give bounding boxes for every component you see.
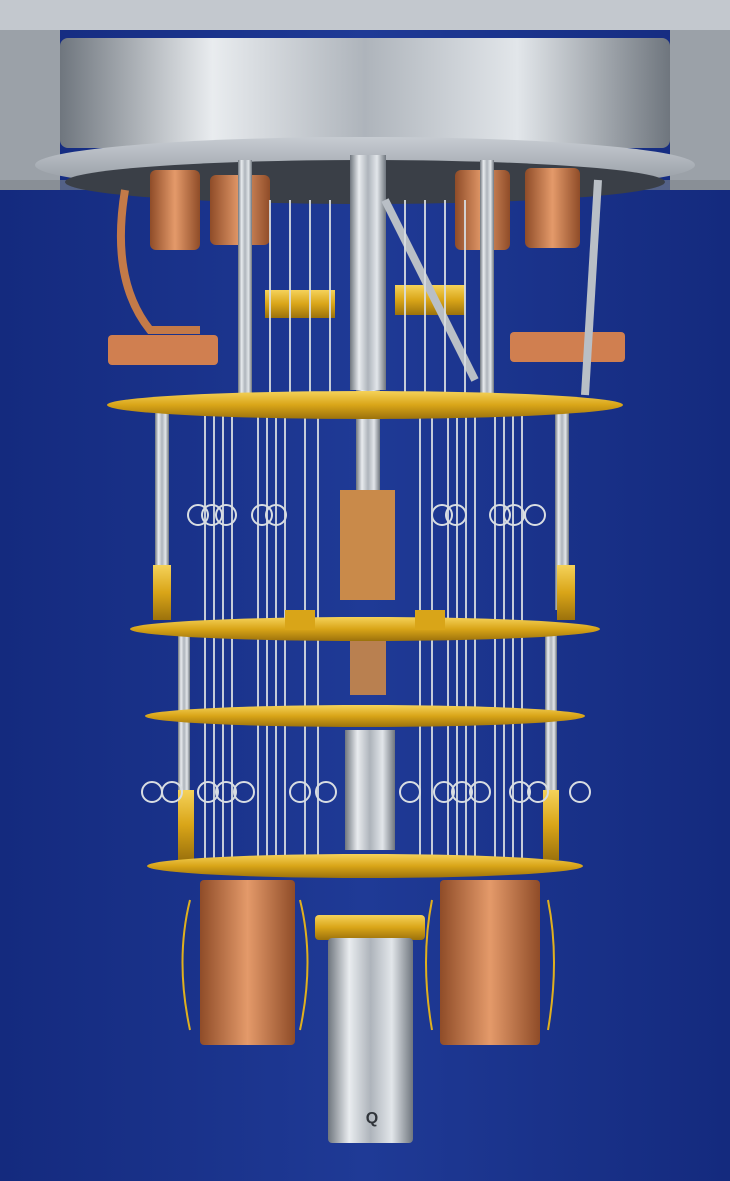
canister-label: Q: [366, 1110, 378, 1127]
bottom-attenuator-blocks: [181, 880, 555, 1045]
ceiling-mount: [0, 0, 730, 204]
support-rods: [153, 160, 602, 860]
gold-stage-plates: [107, 391, 623, 878]
central-spine: [340, 155, 395, 850]
mixing-chamber-canister: Q: [315, 915, 425, 1143]
wire-loops: [141, 504, 591, 803]
copper-thermal-links: [108, 168, 625, 365]
